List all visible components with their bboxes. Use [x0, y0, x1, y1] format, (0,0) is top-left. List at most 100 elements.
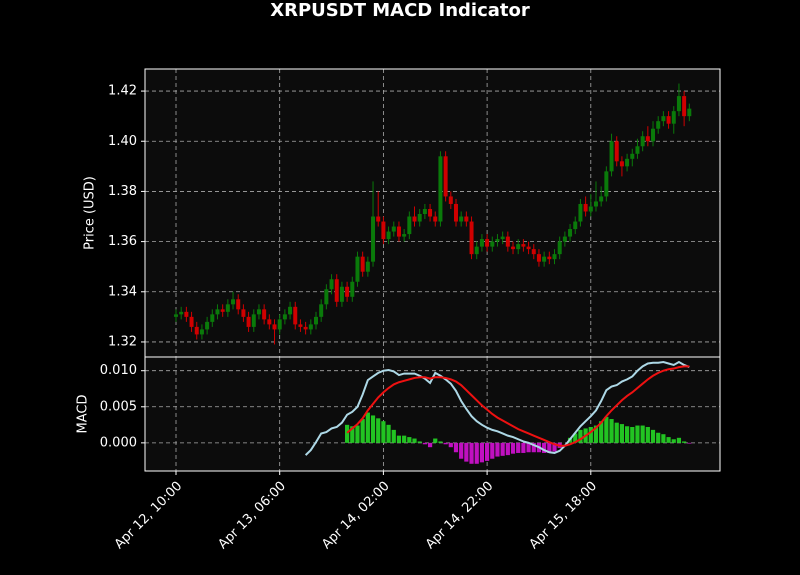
- candle-body: [495, 239, 500, 242]
- candle-body: [485, 239, 490, 247]
- histogram-bar: [510, 442, 516, 454]
- candle-body: [184, 311, 189, 317]
- x-tick-label: Apr 14, 02:00: [319, 479, 392, 552]
- candle-body: [267, 319, 272, 325]
- histogram-bar: [547, 442, 552, 453]
- candle-body: [199, 329, 204, 335]
- candle-body: [604, 171, 609, 197]
- candle-body: [583, 203, 588, 212]
- candle-body: [220, 309, 225, 312]
- candle-body: [251, 314, 256, 327]
- histogram-bar: [542, 442, 547, 453]
- candle-body: [640, 136, 645, 147]
- histogram-bar: [433, 438, 438, 443]
- price-panel: [145, 69, 720, 357]
- candle-body: [526, 246, 531, 250]
- candle-body: [396, 226, 401, 237]
- histogram-bar: [479, 442, 485, 463]
- candle-body: [350, 281, 355, 297]
- line: [346, 365, 690, 447]
- histogram-bar: [588, 426, 593, 443]
- candle-body: [438, 156, 443, 222]
- candle-body: [417, 214, 422, 222]
- candle-body: [407, 216, 412, 235]
- y-tick-label: 1.36: [108, 234, 137, 249]
- candle-body: [536, 254, 541, 262]
- x-tick-label: Apr 12, 10:00: [112, 479, 185, 552]
- candle-body: [682, 96, 687, 117]
- candle-body: [256, 309, 261, 315]
- candle-body: [189, 316, 194, 327]
- y-tick-label: 0.005: [100, 399, 137, 414]
- histogram-bar: [500, 442, 505, 456]
- histogram-bar: [526, 442, 531, 453]
- candle-body: [490, 241, 495, 247]
- candle-body: [236, 299, 241, 310]
- histogram-bar: [624, 426, 630, 443]
- histogram-bar: [609, 419, 614, 443]
- candle-body: [453, 203, 458, 222]
- histogram-bar: [490, 442, 495, 459]
- histogram-bar: [355, 425, 360, 443]
- histogram-bar: [656, 432, 661, 443]
- candle-body: [345, 286, 350, 297]
- candle-body: [225, 304, 230, 312]
- histogram-bar: [453, 442, 459, 453]
- candle-body: [412, 216, 417, 222]
- histogram-bar: [635, 425, 640, 443]
- candle-body: [371, 216, 376, 262]
- candle-body: [459, 216, 464, 222]
- histogram-bar: [676, 437, 682, 443]
- candle-body: [542, 256, 547, 262]
- candle-body: [474, 246, 479, 255]
- candle-body: [174, 314, 178, 317]
- histogram-bar: [360, 419, 365, 443]
- candle-body: [246, 316, 251, 327]
- candle-body: [277, 319, 282, 330]
- histogram-bar: [391, 429, 396, 443]
- y-tick-label: 1.34: [108, 284, 137, 299]
- candle-body: [339, 286, 344, 302]
- histogram-bar: [469, 442, 474, 464]
- chart-title: XRPUSDT MACD Indicator: [270, 0, 530, 21]
- candle-body: [402, 234, 407, 237]
- axes-frame: [144, 356, 721, 472]
- candle-body: [573, 221, 578, 230]
- y-axis-label: MACD: [76, 395, 91, 434]
- candle-body: [376, 216, 381, 222]
- histogram-bar: [593, 425, 599, 443]
- histogram-bar: [427, 442, 433, 448]
- candle-body: [625, 158, 630, 167]
- histogram-bar: [345, 424, 350, 443]
- y-tick-label: 1.38: [108, 184, 137, 199]
- candle-body: [329, 279, 334, 290]
- histogram-bar: [464, 442, 469, 462]
- y-tick-label: 0.000: [100, 435, 137, 450]
- histogram-bar: [407, 437, 412, 443]
- candle-body: [262, 309, 267, 320]
- candle-body: [210, 314, 215, 322]
- histogram-bar: [521, 442, 526, 453]
- candle-body: [194, 326, 199, 335]
- candle-body: [288, 306, 293, 315]
- histogram-bar: [485, 442, 490, 461]
- candle-body: [511, 246, 516, 250]
- candle-body: [588, 206, 593, 212]
- histogram-bar: [650, 429, 656, 443]
- candle-body: [313, 316, 318, 325]
- histogram-bar: [381, 421, 386, 443]
- candle-body: [630, 153, 635, 159]
- y-tick-label: 1.42: [108, 84, 137, 99]
- candle-body: [355, 256, 360, 282]
- candle-body: [599, 196, 604, 202]
- candle-body: [282, 314, 287, 320]
- x-tick-label: Apr 15, 18:00: [527, 479, 600, 552]
- candle-body: [334, 279, 339, 302]
- histogram-bar: [687, 442, 692, 444]
- candle-body: [547, 256, 552, 260]
- candle-body: [464, 216, 469, 222]
- histogram-bar: [396, 435, 402, 443]
- candle-body: [205, 321, 210, 330]
- candle-body: [293, 306, 298, 325]
